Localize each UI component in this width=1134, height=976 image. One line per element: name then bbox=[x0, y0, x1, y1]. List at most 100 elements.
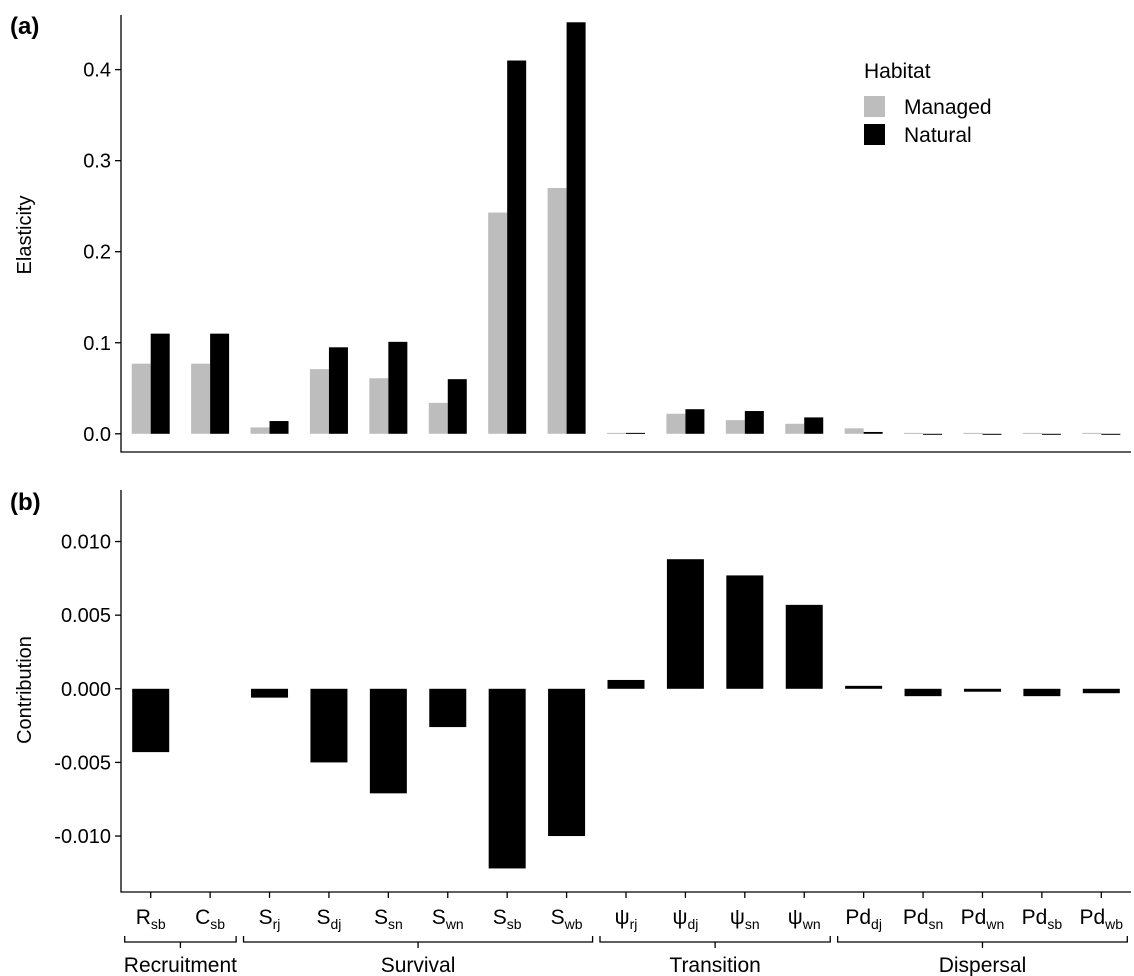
contribution-bar-psi-dj bbox=[666, 559, 704, 689]
panel-b-label: (b) bbox=[10, 489, 41, 516]
category-groups: Recruitment Survival Transition Dispersal bbox=[124, 936, 1128, 976]
x-tick-label: Pdsn bbox=[903, 906, 943, 932]
panel-b-axes bbox=[120, 490, 1131, 893]
x-tick-label: Ssn bbox=[374, 906, 403, 932]
contribution-bar-s-sn bbox=[369, 688, 407, 794]
panel-b-y-tick-label: 0.000 bbox=[61, 679, 111, 701]
bar-natural-s-sn bbox=[388, 341, 408, 434]
contribution-bar-s-wb bbox=[548, 688, 586, 837]
contribution-bar-pd-wb bbox=[1082, 688, 1120, 694]
bar-managed-s-wn bbox=[428, 402, 448, 434]
legend-swatch-natural bbox=[864, 124, 885, 145]
bar-natural-s-sb bbox=[507, 60, 527, 434]
bar-managed-pd-dj bbox=[844, 428, 864, 434]
bar-natural-s-wn bbox=[447, 379, 467, 434]
panel-a-label: (a) bbox=[10, 13, 39, 40]
bar-managed-s-wb bbox=[547, 187, 567, 434]
panel-a-y-tick-label: 0.4 bbox=[83, 60, 111, 82]
panel-a-y-tick-label: 0.1 bbox=[83, 333, 111, 355]
x-tick-label: Csb bbox=[195, 906, 225, 932]
bar-managed-psi-rj bbox=[607, 432, 626, 434]
bar-managed-s-dj bbox=[309, 369, 329, 434]
panel-b: (b) Contribution 0.010 0.005 0.000 -0.005 -0… bbox=[10, 489, 1131, 893]
x-tick-label: ψsn bbox=[730, 906, 760, 932]
bar-managed-pd-wb bbox=[1082, 432, 1102, 434]
x-tick-label: Pdsb bbox=[1022, 906, 1063, 932]
panel-b-y-axis-title: Contribution bbox=[14, 636, 36, 744]
bar-natural-psi-rj bbox=[626, 432, 645, 434]
x-tick-label: Ssb bbox=[493, 906, 522, 932]
x-tick-label: Swn bbox=[432, 906, 464, 932]
panel-a: (a) Elasticity 0.0 0.1 0.2 0.3 0.4 Habitat M… bbox=[10, 13, 1131, 453]
x-tick-label: Pdwn bbox=[961, 906, 1005, 932]
contribution-bar-s-sb bbox=[488, 688, 526, 869]
x-tick-label: Sdj bbox=[316, 906, 341, 932]
bar-natural-pd-sb bbox=[1041, 433, 1061, 435]
bar-managed-pd-sb bbox=[1022, 432, 1042, 434]
panel-b-y-tick-label: 0.010 bbox=[61, 532, 111, 554]
x-tick-label: ψdj bbox=[672, 906, 698, 932]
contribution-bar-s-wn bbox=[429, 688, 467, 728]
x-tick-label: Rsb bbox=[136, 906, 166, 932]
group-bracket-recruitment bbox=[124, 936, 237, 948]
bar-natural-s-dj bbox=[328, 347, 348, 434]
group-label-transition: Transition bbox=[669, 954, 760, 976]
bar-natural-s-rj bbox=[269, 421, 289, 434]
bar-natural-s-wb bbox=[566, 22, 586, 434]
group-bracket-survival bbox=[242, 936, 594, 948]
bar-managed-s-rj bbox=[250, 427, 270, 434]
legend-swatch-managed bbox=[864, 96, 885, 117]
group-bracket-transition bbox=[599, 936, 831, 948]
contribution-bar-pd-sn bbox=[904, 688, 942, 697]
panel-a-y-tick-label: 0.2 bbox=[83, 242, 111, 264]
x-tick-label: Swb bbox=[551, 906, 583, 932]
contribution-bar-psi-sn bbox=[726, 575, 764, 689]
panel-a-bars bbox=[131, 22, 1121, 435]
contribution-bar-r-sb bbox=[132, 688, 170, 753]
panel-a-y-tick-label: 0.3 bbox=[83, 151, 111, 173]
bar-managed-c-sb bbox=[191, 363, 211, 434]
bar-managed-psi-wn bbox=[785, 423, 805, 434]
bar-managed-pd-wn bbox=[963, 432, 983, 434]
bar-managed-psi-dj bbox=[666, 413, 686, 434]
group-bracket-dispersal bbox=[836, 936, 1128, 948]
bar-managed-pd-sn bbox=[904, 432, 924, 434]
x-tick-label: ψrj bbox=[615, 906, 638, 932]
legend: Habitat Managed Natural bbox=[864, 60, 992, 147]
x-axis: Rsb Csb Srj Sdj Ssn Swn Ssb Swb ψrj ψdj ψsn ψwn Pddj… bbox=[136, 892, 1123, 932]
group-label-survival: Survival bbox=[381, 954, 456, 976]
bar-natural-psi-wn bbox=[804, 417, 824, 434]
panel-b-y-ticks: 0.010 0.005 0.000 -0.005 -0.010 bbox=[54, 532, 121, 848]
contribution-bar-pd-dj bbox=[845, 685, 883, 689]
bar-natural-c-sb bbox=[210, 333, 230, 434]
panel-b-y-tick-label: 0.005 bbox=[61, 605, 111, 627]
legend-label-natural: Natural bbox=[904, 124, 972, 147]
x-tick-label: Pdwb bbox=[1079, 906, 1123, 932]
legend-label-managed: Managed bbox=[904, 96, 992, 119]
contribution-bar-pd-wn bbox=[963, 688, 1001, 692]
bar-managed-s-sb bbox=[488, 212, 508, 434]
panel-a-axes bbox=[120, 15, 1131, 453]
group-label-recruitment: Recruitment bbox=[124, 954, 237, 976]
panel-b-y-tick-label: -0.010 bbox=[54, 826, 111, 848]
bar-managed-psi-sn bbox=[725, 420, 745, 434]
bar-natural-psi-dj bbox=[685, 409, 705, 434]
bar-natural-psi-sn bbox=[744, 411, 764, 434]
bar-natural-pd-sn bbox=[923, 433, 943, 435]
group-label-dispersal: Dispersal bbox=[939, 954, 1027, 976]
panel-b-y-tick-label: -0.005 bbox=[54, 752, 111, 774]
contribution-bar-s-rj bbox=[251, 688, 289, 698]
panel-a-y-tick-label: 0.0 bbox=[83, 424, 111, 446]
bar-managed-r-sb bbox=[131, 363, 151, 434]
contribution-bar-pd-sb bbox=[1023, 688, 1061, 697]
x-tick-label: ψwn bbox=[788, 906, 821, 932]
contribution-bar-psi-wn bbox=[785, 604, 823, 689]
panel-b-bars bbox=[132, 559, 1120, 869]
legend-title: Habitat bbox=[864, 60, 931, 83]
bar-natural-pd-wn bbox=[982, 433, 1002, 435]
x-tick-label: Srj bbox=[259, 906, 281, 932]
panel-a-y-axis-title: Elasticity bbox=[14, 196, 36, 275]
x-tick-label: Pddj bbox=[845, 906, 882, 932]
contribution-bar-psi-rj bbox=[607, 679, 645, 689]
